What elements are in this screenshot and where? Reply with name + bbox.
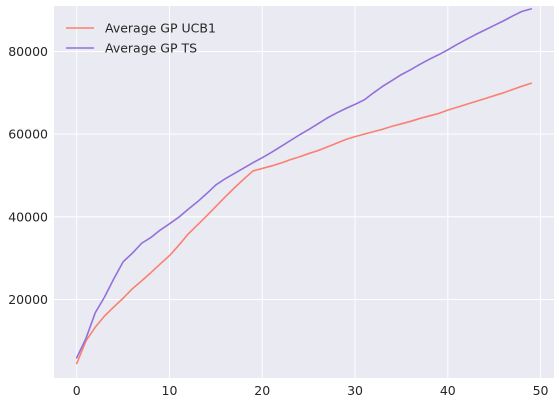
y-tick-label: 80000 — [8, 44, 48, 59]
series-lines — [75, 8, 533, 365]
legend: Average GP UCB1 Average GP TS — [66, 21, 216, 56]
y-axis: 20000 40000 60000 80000 — [8, 44, 48, 307]
plot-area — [54, 6, 554, 378]
legend-label: Average GP TS — [105, 41, 197, 56]
x-tick-label: 10 — [162, 383, 178, 398]
y-tick-label: 40000 — [8, 209, 48, 224]
grid-lines — [54, 6, 554, 378]
y-tick-label: 20000 — [8, 292, 48, 307]
series-line-gp-ucb1 — [75, 82, 533, 365]
series-line-gp-ts — [75, 8, 533, 359]
x-tick-label: 20 — [254, 383, 270, 398]
x-tick-label: 0 — [73, 383, 81, 398]
x-tick-label: 30 — [347, 383, 363, 398]
x-tick-label: 50 — [533, 383, 549, 398]
x-tick-label: 40 — [440, 383, 456, 398]
x-axis: 0 10 20 30 40 50 — [73, 383, 549, 398]
legend-label: Average GP UCB1 — [105, 21, 216, 36]
y-tick-label: 60000 — [8, 127, 48, 142]
